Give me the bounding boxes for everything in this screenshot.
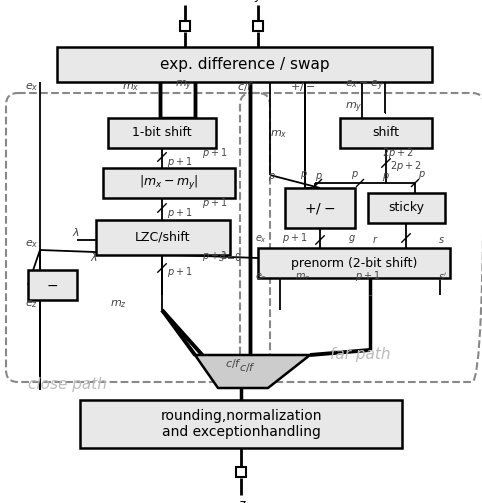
Text: x: x	[181, 0, 188, 2]
Text: $-$: $-$	[46, 278, 59, 292]
Text: $g$: $g$	[348, 233, 356, 245]
Bar	[28, 270, 77, 300]
Text: $p+1$: $p+1$	[202, 196, 228, 210]
Text: $m_y$: $m_y$	[345, 101, 362, 115]
Bar	[80, 400, 402, 448]
Text: $p$: $p$	[382, 171, 390, 183]
Text: $m_x$: $m_x$	[122, 81, 139, 93]
Text: $m_z$: $m_z$	[295, 271, 310, 283]
Bar	[103, 168, 235, 198]
Text: $r$: $r$	[372, 234, 378, 245]
Text: $p$: $p$	[315, 171, 323, 183]
Text: $p+1$: $p+1$	[355, 269, 380, 283]
Text: $\lambda$: $\lambda$	[72, 226, 80, 238]
Text: $m_y$: $m_y$	[175, 78, 192, 93]
Text: close path: close path	[28, 377, 107, 392]
Text: $m_z$: $m_z$	[110, 298, 127, 310]
Text: $p+1$: $p+1$	[167, 265, 192, 279]
Text: $c/f$: $c/f$	[240, 362, 256, 375]
Text: $2p+2$: $2p+2$	[382, 146, 414, 160]
Bar	[258, 248, 450, 278]
Text: $p$: $p$	[268, 171, 276, 183]
Text: $c/f$: $c/f$	[237, 80, 254, 93]
Text: rounding,normalization
and exceptionhandling: rounding,normalization and exceptionhand…	[160, 409, 322, 439]
Bar	[253, 21, 263, 31]
Text: prenorm (2-bit shift): prenorm (2-bit shift)	[291, 257, 417, 270]
Text: $p+1$: $p+1$	[282, 231, 308, 245]
Text: $\lambda$: $\lambda$	[90, 251, 98, 263]
Text: far path: far path	[330, 348, 390, 363]
Text: 1-bit shift: 1-bit shift	[132, 126, 192, 139]
Text: sticky: sticky	[388, 202, 425, 214]
Text: $c/f$: $c/f$	[225, 357, 242, 370]
Text: $e_x$: $e_x$	[25, 238, 39, 250]
Text: $p$: $p$	[351, 169, 359, 181]
Text: $|m_x - m_y|$: $|m_x - m_y|$	[139, 174, 199, 192]
Bar	[57, 47, 432, 82]
Bar	[340, 118, 432, 148]
Text: y: y	[254, 0, 262, 2]
Text: $+/-$: $+/-$	[305, 201, 335, 215]
Text: $p+1$: $p+1$	[167, 155, 192, 169]
Text: $e_x$: $e_x$	[255, 233, 267, 245]
Bar	[180, 21, 190, 31]
Text: $p+1$: $p+1$	[202, 249, 228, 263]
Text: $p$: $p$	[418, 169, 426, 181]
Text: exp. difference / swap: exp. difference / swap	[160, 57, 329, 72]
Text: $p$: $p$	[300, 169, 308, 181]
Text: $s'$: $s'$	[438, 271, 447, 283]
Bar	[236, 466, 246, 476]
Text: $+/-$: $+/-$	[290, 80, 315, 93]
Text: $e_z$: $e_z$	[25, 298, 38, 310]
Text: z: z	[238, 498, 244, 503]
Text: $s'\!=\!0$: $s'\!=\!0$	[218, 251, 242, 263]
Polygon shape	[195, 355, 310, 388]
Bar	[368, 193, 445, 223]
Bar	[285, 188, 355, 228]
Text: $m_x$: $m_x$	[270, 128, 287, 140]
Text: $e_z$: $e_z$	[255, 271, 267, 283]
Text: $p+1$: $p+1$	[202, 146, 228, 160]
Text: shift: shift	[373, 126, 400, 139]
Text: $2p+2$: $2p+2$	[390, 159, 422, 173]
Text: LZC/shift: LZC/shift	[135, 231, 191, 244]
Text: $s$: $s$	[438, 235, 445, 245]
Text: $p+1$: $p+1$	[167, 206, 192, 220]
Bar	[96, 220, 230, 255]
Text: $e_x$: $e_x$	[25, 81, 39, 93]
Bar	[108, 118, 216, 148]
Text: $e_x - e_y$: $e_x - e_y$	[345, 78, 384, 93]
